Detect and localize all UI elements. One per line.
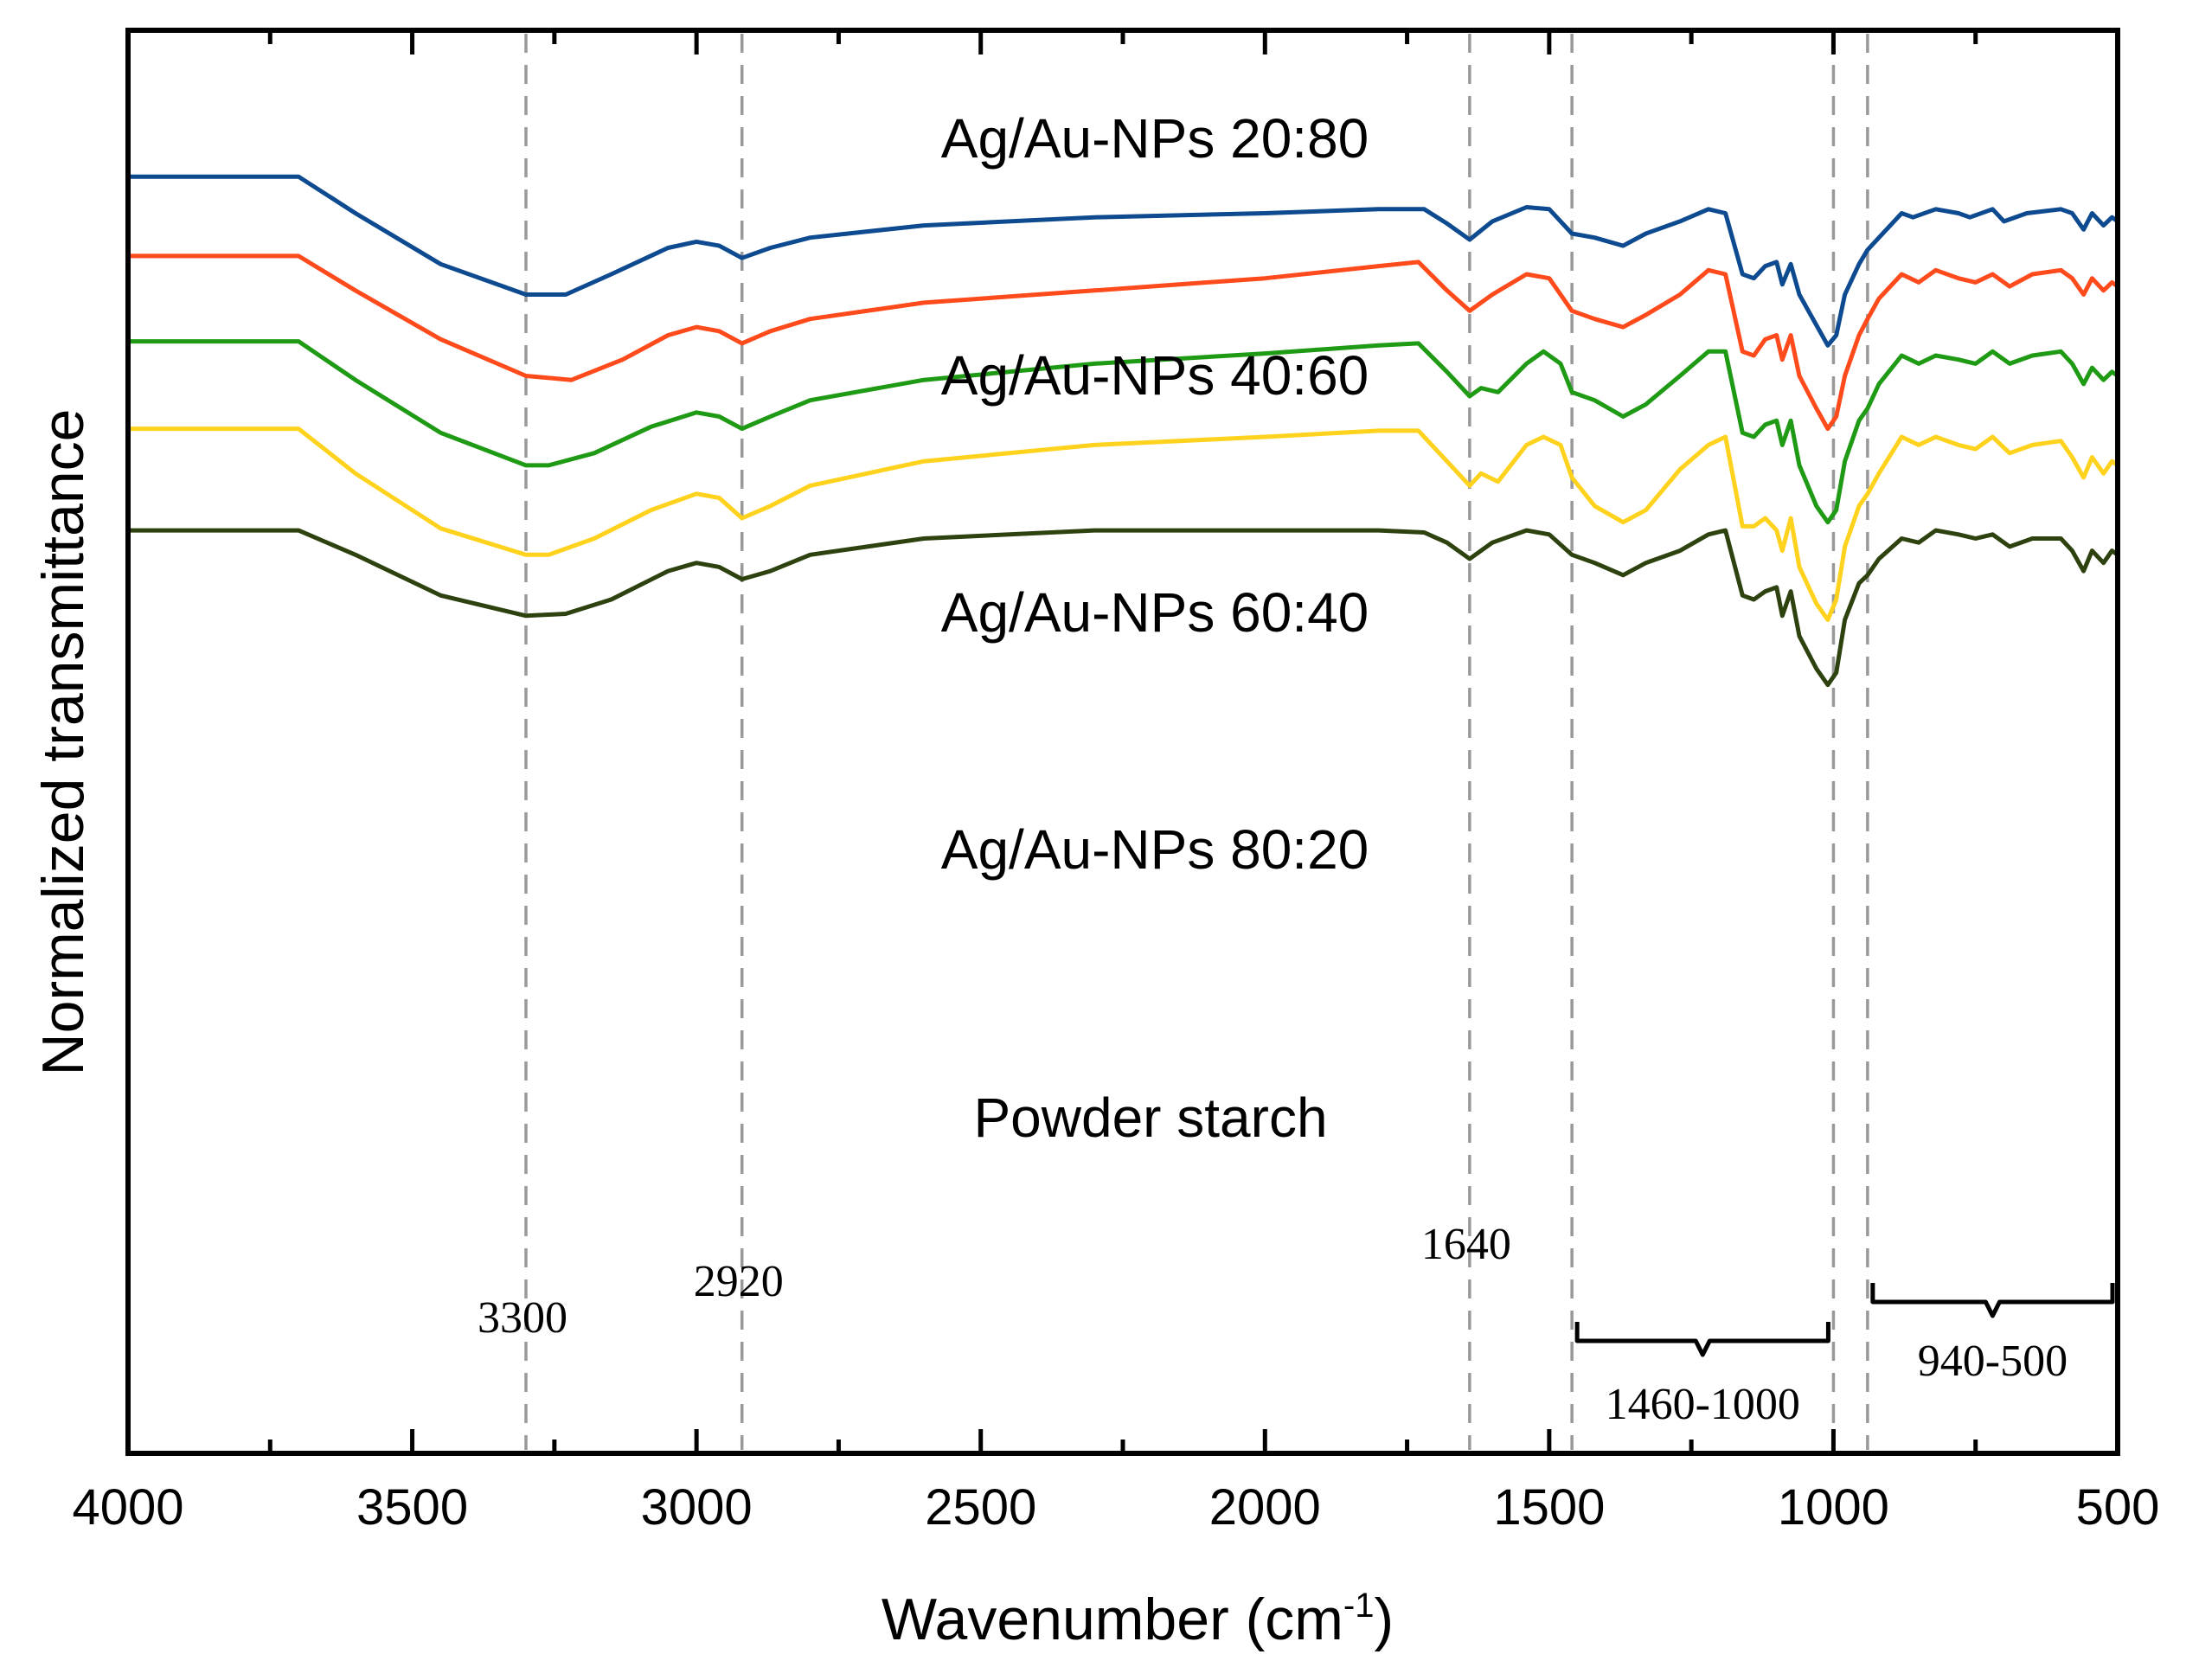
x-axis-ticks <box>125 30 2120 1453</box>
range-brackets: 1460-1000 940-500 <box>1574 1283 2115 1429</box>
y-axis-title: Normalized transmittance <box>30 409 96 1076</box>
x-axis-tick-labels: 4000 3500 3000 2500 2000 1500 1000 500 <box>72 1479 2159 1536</box>
x-tick-label: 4000 <box>72 1479 183 1536</box>
peak-annotation: 2920 <box>694 1257 784 1306</box>
x-axis-title: Wavenumber (cm-1) <box>882 1587 1394 1652</box>
spectra <box>125 174 2120 688</box>
spectrum-line <box>125 253 2120 432</box>
range-bracket <box>1870 1283 2115 1318</box>
x-tick-label: 3000 <box>641 1479 753 1536</box>
series-label: Ag/Au-NPs 80:20 <box>941 818 1369 881</box>
series-labels: Ag/Au-NPs 20:80 Ag/Au-NPs 40:60 Ag/Au-NPs … <box>941 107 1369 1149</box>
spectrum-line <box>125 339 2120 525</box>
series-label: Ag/Au-NPs 40:60 <box>941 344 1369 407</box>
series-label: Ag/Au-NPs 20:80 <box>941 107 1369 170</box>
x-tick-label: 3500 <box>356 1479 468 1536</box>
spectrum-line <box>125 426 2120 622</box>
x-tick-label: 2000 <box>1209 1479 1321 1536</box>
series-label: Ag/Au-NPs 60:40 <box>941 581 1369 644</box>
peak-annotation: 1640 <box>1421 1220 1511 1269</box>
x-tick-label: 2500 <box>925 1479 1036 1536</box>
annotations: 3300 2920 1640 <box>478 1220 1511 1343</box>
range-label: 940-500 <box>1918 1337 2068 1386</box>
spectrum-line <box>125 174 2120 348</box>
peak-annotation: 3300 <box>478 1293 567 1343</box>
plot-frame <box>125 28 2120 1456</box>
x-tick-label: 500 <box>2076 1479 2160 1536</box>
range-bracket <box>1574 1322 1830 1357</box>
range-label: 1460-1000 <box>1606 1380 1800 1429</box>
reference-lines <box>524 34 1869 1450</box>
x-tick-label: 1000 <box>1778 1479 1889 1536</box>
x-axis-title-superscript: -1 <box>1343 1587 1375 1625</box>
spectrum-line <box>125 528 2120 688</box>
x-tick-label: 1500 <box>1493 1479 1605 1536</box>
series-label: Powder starch <box>973 1087 1327 1149</box>
